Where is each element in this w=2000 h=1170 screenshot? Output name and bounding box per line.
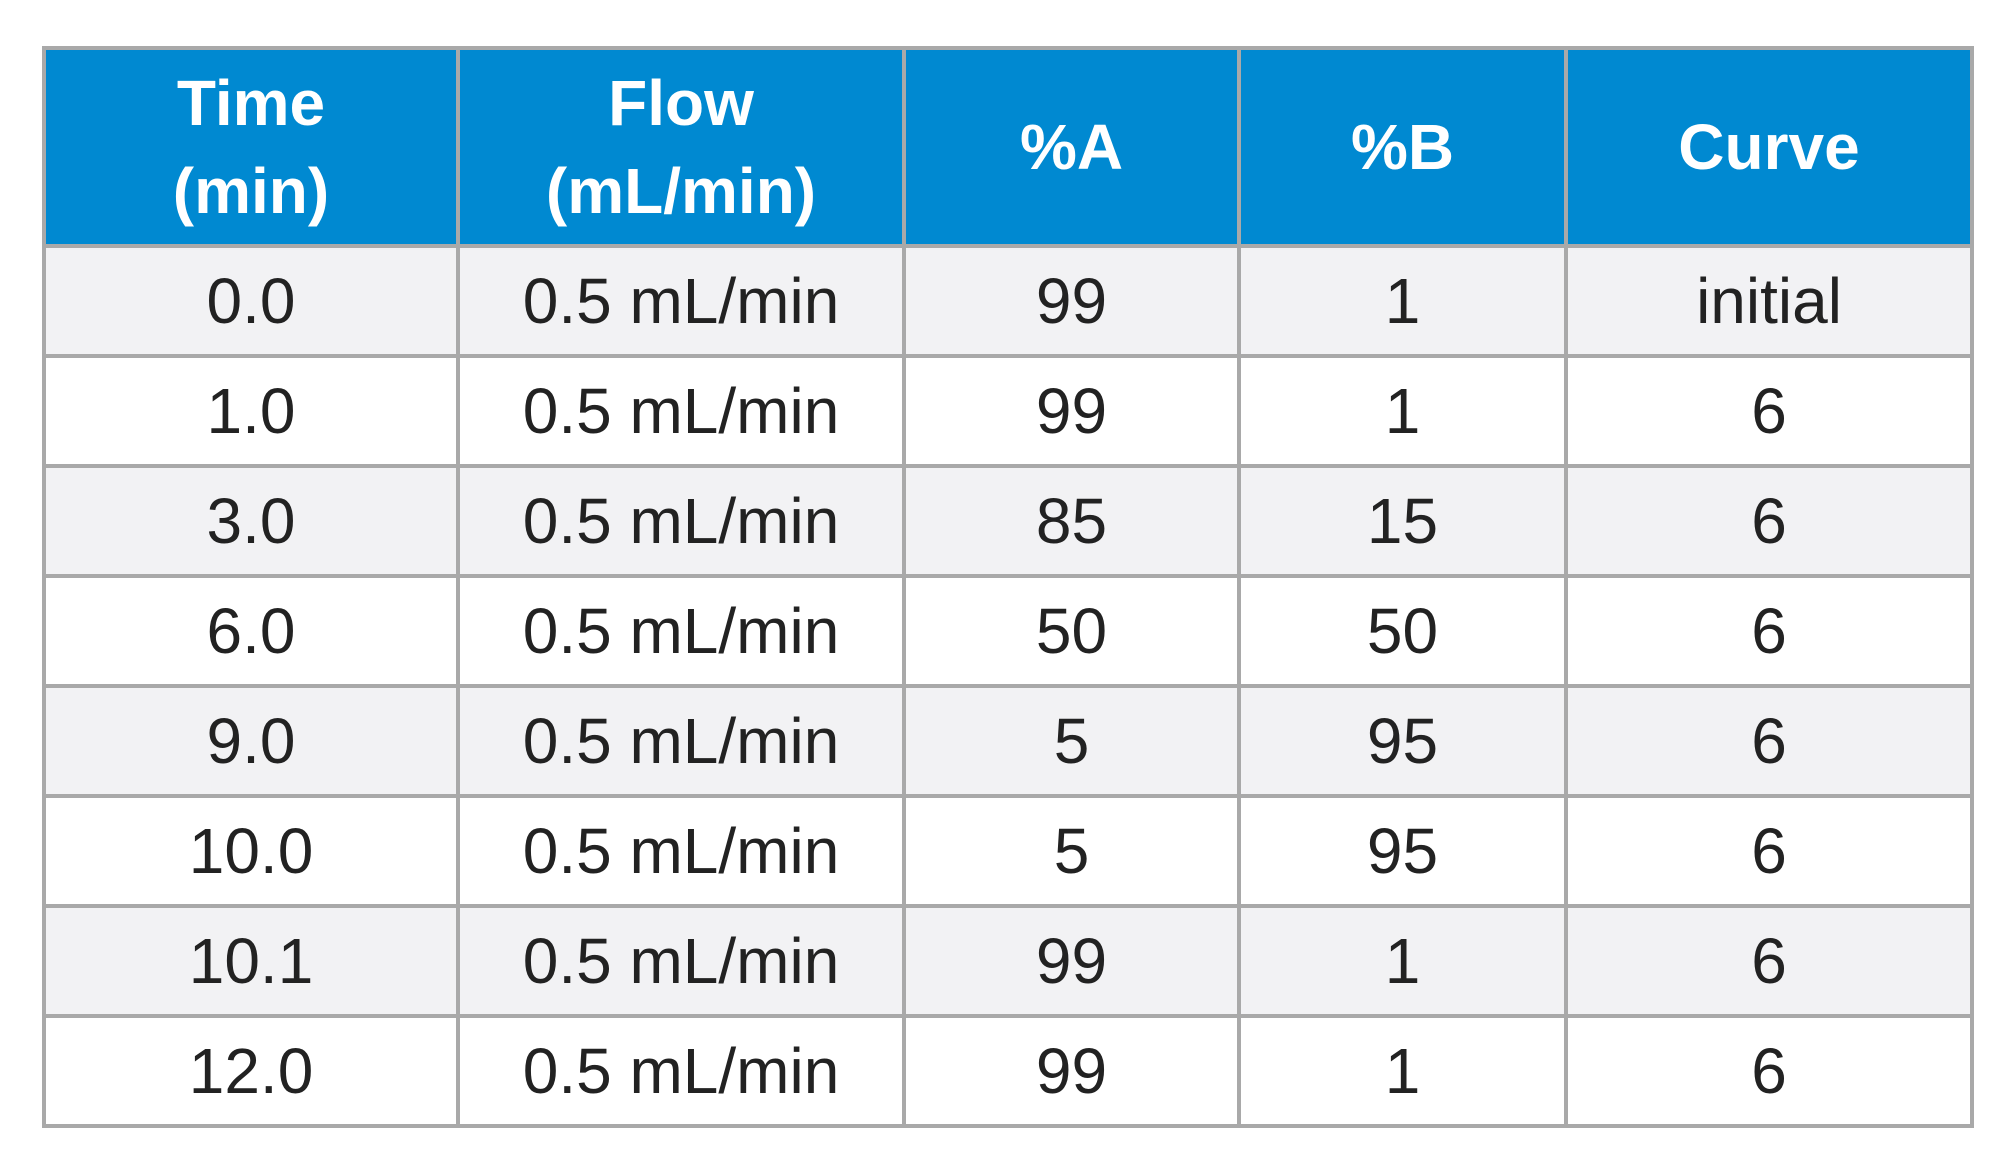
cell-flow: 0.5 mL/min (456, 904, 906, 1018)
cell-percent-b: 95 (1237, 684, 1568, 798)
table-header: Time (min) Flow (mL/min) %A %B Curve (42, 46, 1974, 248)
header-label: Time (176, 67, 326, 139)
cell-curve: 6 (1564, 354, 1974, 468)
column-header-time: Time (min) (42, 46, 460, 248)
cell-curve: 6 (1564, 794, 1974, 908)
cell-percent-b: 15 (1237, 464, 1568, 578)
table-row: 12.0 0.5 mL/min 99 1 6 (42, 1014, 1974, 1128)
cell-percent-a: 99 (902, 354, 1241, 468)
cell-curve: 6 (1564, 904, 1974, 1018)
cell-curve: 6 (1564, 574, 1974, 688)
cell-percent-a: 85 (902, 464, 1241, 578)
cell-time: 6.0 (42, 574, 460, 688)
cell-percent-a: 5 (902, 794, 1241, 908)
cell-flow: 0.5 mL/min (456, 794, 906, 908)
table-row: 3.0 0.5 mL/min 85 15 6 (42, 464, 1974, 578)
cell-percent-b: 50 (1237, 574, 1568, 688)
table-body: 0.0 0.5 mL/min 99 1 initial 1.0 0.5 mL/min 99 1 6… (42, 244, 1974, 1128)
table-row: 6.0 0.5 mL/min 50 50 6 (42, 574, 1974, 688)
table-row: 0.0 0.5 mL/min 99 1 initial (42, 244, 1974, 358)
table-row: 9.0 0.5 mL/min 5 95 6 (42, 684, 1974, 798)
cell-percent-a: 50 (902, 574, 1241, 688)
header-label: %B (1350, 111, 1455, 183)
cell-flow: 0.5 mL/min (456, 464, 906, 578)
cell-time: 12.0 (42, 1014, 460, 1128)
header-unit: (min) (172, 155, 330, 227)
cell-percent-b: 95 (1237, 794, 1568, 908)
gradient-table: Time (min) Flow (mL/min) %A %B Curve 0.0… (42, 46, 1974, 1128)
cell-percent-a: 99 (902, 904, 1241, 1018)
cell-time: 9.0 (42, 684, 460, 798)
cell-time: 3.0 (42, 464, 460, 578)
cell-curve: 6 (1564, 684, 1974, 798)
cell-time: 0.0 (42, 244, 460, 358)
cell-percent-b: 1 (1237, 1014, 1568, 1128)
cell-time: 10.0 (42, 794, 460, 908)
column-header-percent-a: %A (902, 46, 1241, 248)
header-label: %A (1019, 111, 1124, 183)
table-row: 10.1 0.5 mL/min 99 1 6 (42, 904, 1974, 1018)
cell-curve: initial (1564, 244, 1974, 358)
cell-curve: 6 (1564, 464, 1974, 578)
header-row: Time (min) Flow (mL/min) %A %B Curve (42, 46, 1974, 248)
column-header-percent-b: %B (1237, 46, 1568, 248)
header-label: Curve (1678, 111, 1860, 183)
cell-percent-b: 1 (1237, 904, 1568, 1018)
cell-curve: 6 (1564, 1014, 1974, 1128)
cell-percent-b: 1 (1237, 244, 1568, 358)
cell-flow: 0.5 mL/min (456, 684, 906, 798)
table-row: 10.0 0.5 mL/min 5 95 6 (42, 794, 1974, 908)
cell-percent-a: 99 (902, 244, 1241, 358)
column-header-flow: Flow (mL/min) (456, 46, 906, 248)
header-label: Flow (608, 67, 754, 139)
gradient-table-container: Time (min) Flow (mL/min) %A %B Curve 0.0… (42, 46, 1974, 1128)
header-unit: (mL/min) (545, 155, 817, 227)
cell-flow: 0.5 mL/min (456, 354, 906, 468)
cell-percent-a: 5 (902, 684, 1241, 798)
cell-flow: 0.5 mL/min (456, 574, 906, 688)
cell-time: 10.1 (42, 904, 460, 1018)
cell-percent-b: 1 (1237, 354, 1568, 468)
table-row: 1.0 0.5 mL/min 99 1 6 (42, 354, 1974, 468)
cell-flow: 0.5 mL/min (456, 244, 906, 358)
cell-percent-a: 99 (902, 1014, 1241, 1128)
cell-time: 1.0 (42, 354, 460, 468)
cell-flow: 0.5 mL/min (456, 1014, 906, 1128)
column-header-curve: Curve (1564, 46, 1974, 248)
